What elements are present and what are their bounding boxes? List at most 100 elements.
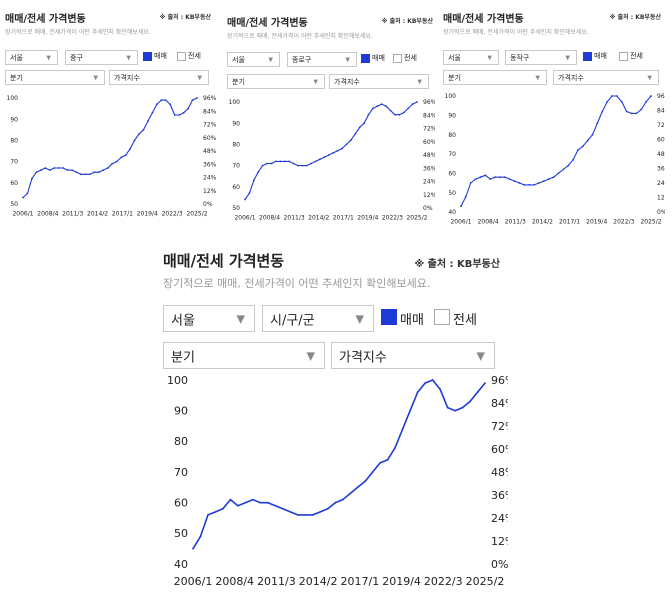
data-point <box>319 511 322 513</box>
data-point <box>115 160 118 163</box>
panel-title: 매매/전세 가격변동 <box>227 18 308 29</box>
data-point <box>577 149 579 151</box>
data-point <box>484 174 487 177</box>
y2-tick-label: 60% <box>657 137 665 144</box>
data-point <box>401 428 404 430</box>
data-point <box>542 180 545 182</box>
data-point <box>288 160 290 163</box>
data-point <box>349 139 352 142</box>
data-point <box>222 507 224 510</box>
y2-tick-label: 60% <box>423 139 435 146</box>
y2-tick-label: 0% <box>657 209 665 216</box>
data-point <box>102 169 105 171</box>
data-point <box>345 143 348 146</box>
y-tick-label: 80 <box>448 132 456 139</box>
source-label: ※ 출처 : KB부동산 <box>381 18 433 25</box>
data-point <box>513 180 516 182</box>
metric-select[interactable]: 가격지수 ▼ <box>329 74 429 89</box>
period-select[interactable]: 분기 ▼ <box>443 70 547 85</box>
data-point <box>84 173 87 176</box>
metric-select[interactable]: 가격지수 ▼ <box>553 70 659 85</box>
district-select[interactable]: 시/구/군 ▼ <box>262 305 374 332</box>
data-point <box>289 511 292 513</box>
data-point <box>354 132 357 135</box>
y2-tick-label: 48% <box>203 148 217 155</box>
y-tick-label: 80 <box>232 142 240 149</box>
y-tick-label: 50 <box>448 190 456 197</box>
data-point <box>484 382 486 384</box>
panel-subtitle: 장기적으로 매매, 전세가격이 어떤 추세인지 확인해보세요. <box>443 29 589 36</box>
panel-subtitle: 장기적으로 매매, 전세가격이 어떤 추세인지 확인해보세요. <box>227 33 373 40</box>
district-select[interactable]: 종로구 ▼ <box>287 52 357 67</box>
data-point <box>557 172 560 175</box>
rent-checkbox[interactable] <box>393 54 402 63</box>
x-tick-label: 2011/3 <box>257 575 296 588</box>
rent-checkbox[interactable] <box>177 52 186 61</box>
y2-tick-label: 84% <box>491 397 508 410</box>
period-select[interactable]: 분기 ▼ <box>5 70 105 85</box>
data-point <box>398 113 401 116</box>
data-point <box>75 171 78 174</box>
sale-checkbox[interactable] <box>381 309 397 325</box>
panel-title: 매매/전세 가격변동 <box>443 14 524 25</box>
rent-checkbox[interactable] <box>619 52 628 61</box>
period-select[interactable]: 분기 ▼ <box>227 74 325 89</box>
x-tick-label: 2006/1 <box>234 214 255 221</box>
panel-subtitle: 장기적으로 매매, 전세가격이 어떤 추세인지 확인해보세요. <box>163 277 431 290</box>
period-value: 분기 <box>171 350 195 365</box>
district-value: 시/구/군 <box>270 313 315 328</box>
metric-value: 가격지수 <box>114 73 140 82</box>
panel-title: 매매/전세 가격변동 <box>5 14 86 25</box>
period-value: 분기 <box>448 73 461 82</box>
data-point <box>26 192 29 195</box>
period-value: 분기 <box>232 77 245 86</box>
data-point <box>267 501 269 504</box>
data-point <box>332 152 335 154</box>
data-point <box>173 114 176 116</box>
sale-checkbox[interactable] <box>361 54 370 63</box>
x-tick-label: 2006/1 <box>174 575 213 588</box>
data-point <box>304 514 307 516</box>
y2-tick-label: 60% <box>203 135 217 142</box>
district-select[interactable]: 동작구 ▼ <box>505 50 577 65</box>
rent-checkbox-label: 전세 <box>404 54 417 62</box>
y2-tick-label: 12% <box>203 188 217 195</box>
data-point <box>111 162 114 165</box>
period-select[interactable]: 분기 ▼ <box>163 342 325 369</box>
rent-checkbox[interactable] <box>434 309 450 325</box>
x-tick-label: 2025/2 <box>186 210 207 217</box>
period-value: 분기 <box>10 73 23 82</box>
district-value: 종로구 <box>292 55 312 64</box>
metric-select[interactable]: 가격지수 ▼ <box>331 342 495 369</box>
y2-tick-label: 12% <box>657 195 665 202</box>
data-point <box>129 148 131 150</box>
data-point <box>640 108 643 111</box>
data-point <box>389 109 392 112</box>
metric-value: 가격지수 <box>339 350 387 365</box>
metric-select[interactable]: 가격지수 ▼ <box>109 70 209 85</box>
data-point <box>281 507 284 510</box>
y-tick-label: 60 <box>448 170 456 177</box>
data-point <box>581 145 584 148</box>
data-point <box>630 112 633 115</box>
data-point <box>572 158 574 161</box>
x-tick-label: 2022/3 <box>613 218 634 225</box>
y2-tick-label: 48% <box>657 151 665 158</box>
series-line <box>244 101 418 200</box>
region-select[interactable]: 서울 ▼ <box>5 50 58 65</box>
data-point <box>187 107 190 110</box>
district-value: 중구 <box>70 53 83 62</box>
data-point <box>297 164 299 167</box>
chevron-down-icon: ▼ <box>93 74 98 81</box>
x-tick-label: 2008/4 <box>478 218 499 225</box>
district-select[interactable]: 중구 ▼ <box>65 50 138 65</box>
sale-checkbox[interactable] <box>583 52 592 61</box>
region-select[interactable]: 서울 ▼ <box>163 305 255 332</box>
data-point <box>371 471 374 473</box>
region-select[interactable]: 서울 ▼ <box>443 50 499 65</box>
sale-checkbox[interactable] <box>143 52 152 61</box>
data-point <box>620 100 623 103</box>
data-point <box>39 169 42 171</box>
data-point <box>53 167 56 169</box>
region-select[interactable]: 서울 ▼ <box>227 52 280 67</box>
